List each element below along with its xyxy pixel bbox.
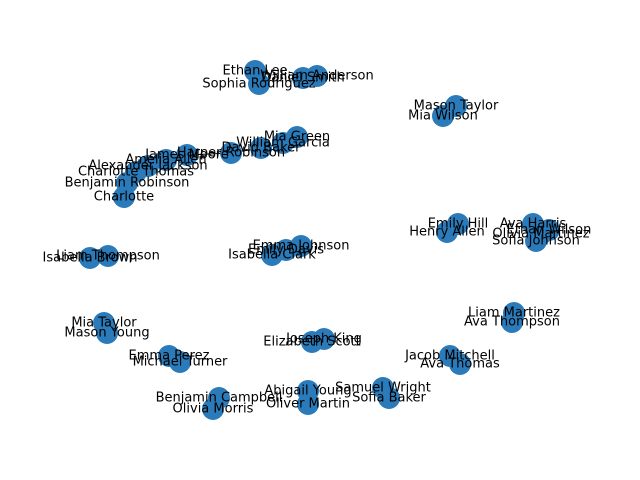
- node-william-anderson: [306, 65, 328, 87]
- node-james-moore: [176, 144, 198, 166]
- node-label-ethan-wilson: Ethan Wilson: [507, 223, 592, 238]
- node-label-benjamin-campbell: Benjamin Campbell: [156, 391, 283, 406]
- node-label-david-baker: David Baker: [222, 141, 302, 156]
- node-sofia-johnson: [525, 230, 547, 252]
- node-label-michael-turner: Michael Turner: [133, 355, 228, 370]
- node-elizabeth-scott: [301, 331, 323, 353]
- node-label-benjamin-robinson: Benjamin Robinson: [65, 176, 190, 191]
- node-liam-thompson: [97, 245, 119, 267]
- node-label-harper-robinson: Harper Robinson: [177, 146, 285, 161]
- node-sophia-rodriguez: [248, 73, 270, 95]
- node-sofia-baker: [378, 387, 400, 409]
- node-label-charlotte-thomas: Charlotte Thomas: [78, 165, 194, 180]
- node-label-sofia-johnson: Sofia Johnson: [492, 234, 580, 249]
- node-mia-wilson: [432, 105, 454, 127]
- node-label-charlotte: Charlotte: [94, 190, 154, 205]
- node-label-ava-thomas: Ava Thomas: [420, 357, 500, 372]
- node-isabella-brown: [79, 247, 101, 269]
- node-label-sofia-baker: Sofia Baker: [352, 391, 426, 406]
- node-label-samuel-wright: Samuel Wright: [335, 381, 431, 396]
- node-label-daniel-smith: Daniel Smith: [261, 71, 344, 86]
- node-label-olivia-morris: Olivia Morris: [173, 402, 254, 417]
- node-label-amelia-allen: Amelia Allen: [125, 153, 206, 168]
- node-label-mia-wilson: Mia Wilson: [408, 109, 478, 124]
- node-label-liam-thompson: Liam Thompson: [56, 249, 160, 264]
- node-label-mason-taylor-1: Mason Taylor: [414, 99, 499, 114]
- node-charlotte: [113, 186, 135, 208]
- node-label-ethan-lee: Ethan Lee: [223, 64, 288, 79]
- node-label-mia-green: Mia Green: [264, 130, 330, 145]
- node-mason-young: [96, 322, 118, 344]
- node-label-jacob-mitchell: Jacob Mitchell: [404, 349, 495, 364]
- node-label-isabella-brown: Isabella Brown: [43, 251, 138, 266]
- node-label-oliver-martin: Oliver Martin: [266, 397, 350, 412]
- node-amelia-allen: [155, 149, 177, 171]
- node-label-emily-davis: Emily Davis: [248, 243, 324, 258]
- node-label-henry-allen: Henry Allen: [409, 225, 485, 240]
- node-david-baker: [250, 137, 272, 159]
- node-label-isabella-clark: Isabella Clark: [228, 248, 316, 263]
- node-label-emma-johnson: Emma Johnson: [253, 239, 350, 254]
- node-label-olivia-martinez: Olivia Martinez: [492, 227, 589, 242]
- node-label-william-anderson: William Anderson: [260, 69, 373, 84]
- node-label-joseph-king: Joseph King: [285, 332, 362, 347]
- node-label-elizabeth-scott: Elizabeth Scott: [263, 335, 361, 350]
- node-label-william-garcia: William Garcia: [236, 136, 330, 151]
- node-label-emily-hill: Emily Hill: [428, 217, 489, 232]
- node-label-alexander-jackson: Alexander Jackson: [88, 159, 207, 174]
- node-label-abigail-young: Abigail Young: [264, 384, 351, 399]
- node-michael-turner: [169, 351, 191, 373]
- node-label-mason-young: Mason Young: [64, 326, 149, 341]
- node-label-ava-harris: Ava Harris: [500, 217, 567, 232]
- node-henry-allen: [436, 221, 458, 243]
- node-label-james-moore: James Moore: [144, 148, 229, 163]
- node-olivia-morris: [202, 398, 224, 420]
- node-label-sophia-rodriguez: Sophia Rodriguez: [202, 77, 316, 92]
- node-harper-robinson: [220, 142, 242, 164]
- node-william-garcia: [272, 132, 294, 154]
- node-oliver-martin: [297, 393, 319, 415]
- node-label-mia-taylor: Mia Taylor: [71, 316, 137, 331]
- node-label-liam-martinez: Liam Martinez: [468, 306, 560, 321]
- node-ava-thomas: [449, 353, 471, 375]
- node-label-emma-perez: Emma Perez: [129, 349, 210, 364]
- node-label-ava-thompson: Ava Thompson: [464, 315, 560, 330]
- node-layer: [79, 60, 560, 420]
- node-isabella-clark: [261, 244, 283, 266]
- node-ava-thompson: [501, 311, 523, 333]
